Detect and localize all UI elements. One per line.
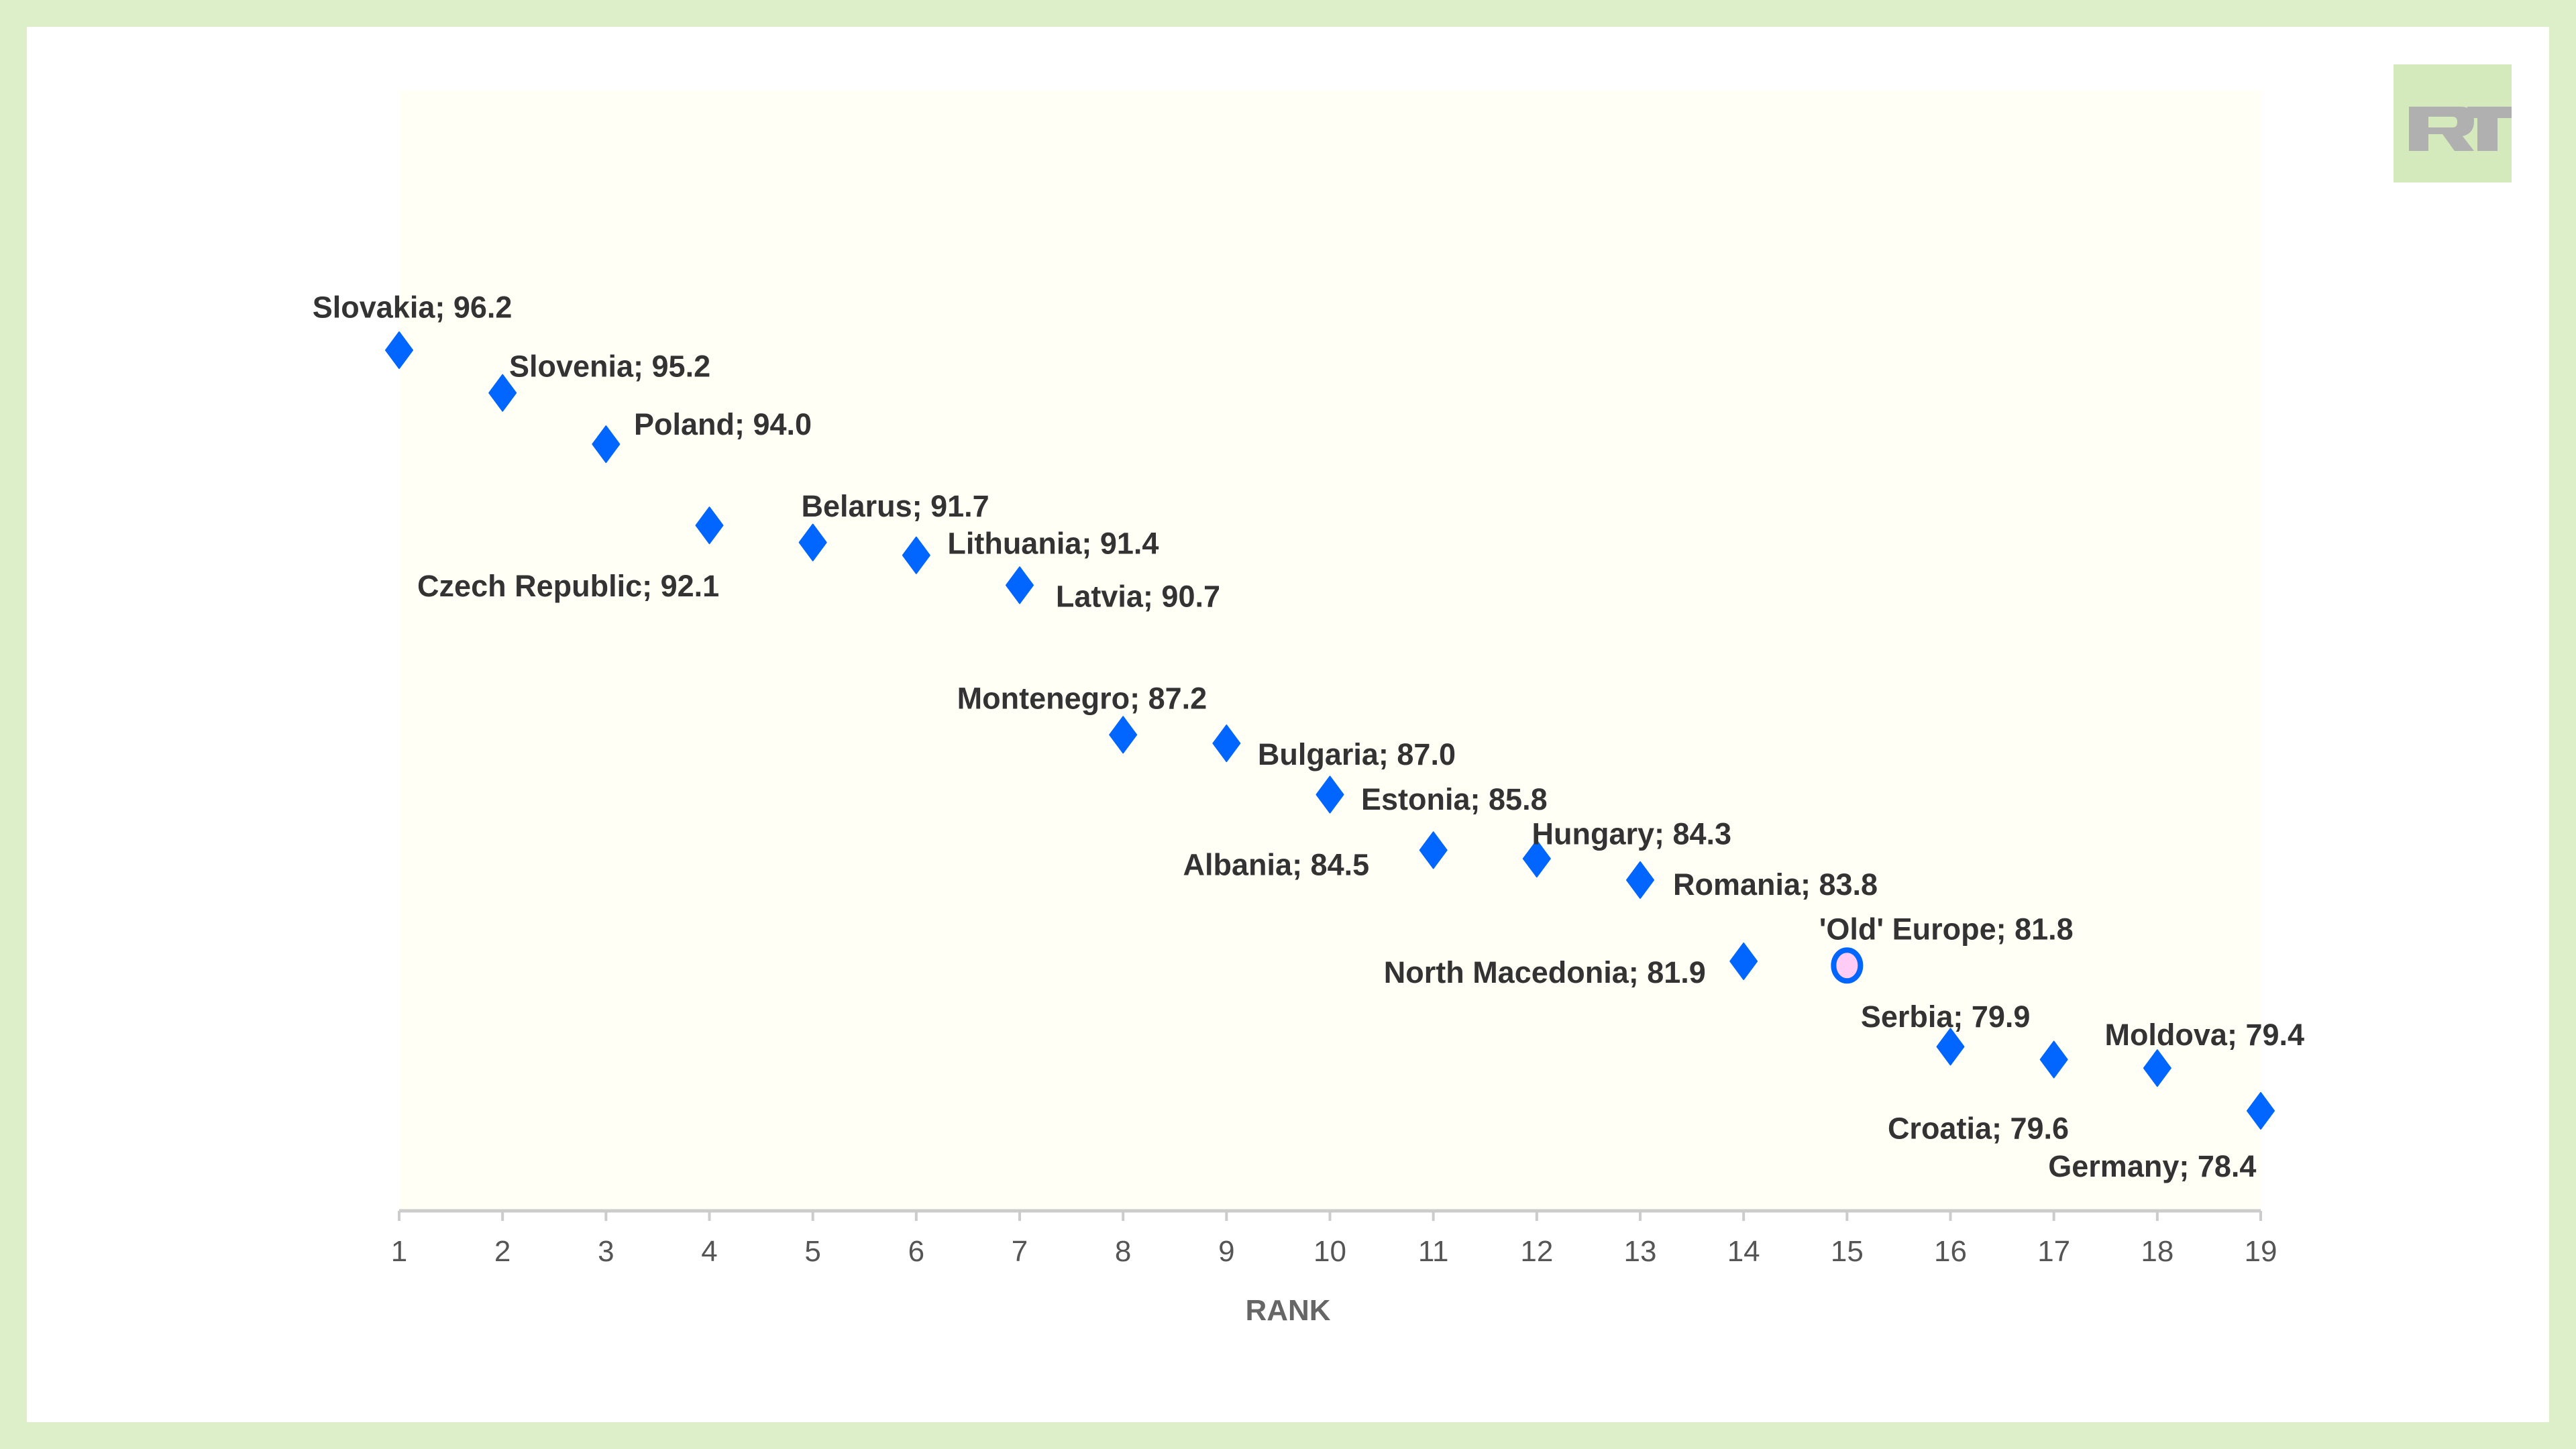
data-point-marker [1419, 831, 1448, 869]
data-label: Poland; 94.0 [634, 407, 812, 441]
x-tick-label: 5 [804, 1235, 820, 1268]
x-tick-label: 18 [2141, 1235, 2174, 1268]
data-label: Lithuania; 91.4 [947, 527, 1159, 561]
data-label: 'Old' Europe; 81.8 [1819, 912, 2074, 946]
data-point-marker [592, 425, 621, 464]
x-tick-label: 10 [1313, 1235, 1346, 1268]
data-point-marker [1522, 840, 1551, 878]
x-tick-label: 1 [391, 1235, 407, 1268]
data-label: Romania; 83.8 [1673, 867, 1878, 902]
data-label: Slovakia; 96.2 [313, 290, 513, 324]
x-tick-label: 17 [2037, 1235, 2070, 1268]
data-label: Croatia; 79.6 [1888, 1111, 2069, 1145]
x-tick-label: 8 [1115, 1235, 1131, 1268]
x-tick-label: 14 [1727, 1235, 1760, 1268]
data-label: Serbia; 79.9 [1861, 1000, 2031, 1034]
x-tick-label: 13 [1624, 1235, 1657, 1268]
data-point-marker [385, 331, 413, 369]
data-point-marker [902, 536, 930, 574]
x-axis-title: RANK [1245, 1294, 1330, 1327]
data-label: Belarus; 91.7 [802, 489, 989, 523]
highlight-point-marker [1831, 947, 1864, 984]
x-tick-label: 3 [598, 1235, 614, 1268]
data-label: Germany; 78.4 [2048, 1149, 2256, 1183]
data-point-marker [695, 506, 724, 545]
data-label: Czech Republic; 92.1 [417, 569, 719, 603]
x-tick-label: 4 [701, 1235, 717, 1268]
data-point-marker [1936, 1028, 1965, 1066]
x-tick-label: 6 [908, 1235, 924, 1268]
data-label: Montenegro; 87.2 [957, 681, 1208, 715]
data-point-marker [1212, 724, 1241, 763]
x-tick-label: 12 [1520, 1235, 1553, 1268]
data-point-marker [1626, 861, 1654, 899]
x-tick-label: 9 [1218, 1235, 1234, 1268]
data-point-marker [488, 374, 517, 412]
data-point-marker [2039, 1040, 2068, 1079]
rt-logo-mark [2409, 107, 2512, 151]
data-point-marker [1006, 566, 1034, 604]
data-label: Albania; 84.5 [1183, 847, 1370, 881]
data-point-marker [2247, 1091, 2275, 1130]
data-label: Hungary; 84.3 [1532, 816, 1731, 851]
data-point-marker [1109, 716, 1138, 754]
x-tick-label: 16 [1934, 1235, 1967, 1268]
data-label: Moldova; 79.4 [2104, 1018, 2304, 1052]
data-label: Estonia; 85.8 [1361, 782, 1548, 816]
data-point-marker [798, 523, 827, 561]
x-tick-label: 19 [2245, 1235, 2277, 1268]
rt-logo [2394, 64, 2512, 182]
x-tick-label: 15 [1831, 1235, 1864, 1268]
data-label: Slovenia; 95.2 [509, 350, 710, 384]
data-label: Bulgaria; 87.0 [1258, 737, 1456, 771]
data-point-marker [2143, 1049, 2171, 1087]
x-tick-label: 7 [1012, 1235, 1028, 1268]
data-label: Latvia; 90.7 [1056, 579, 1220, 613]
data-label: North Macedonia; 81.9 [1384, 955, 1706, 989]
x-tick-label: 11 [1418, 1235, 1449, 1268]
data-point-marker [1729, 942, 1758, 980]
x-tick-label: 2 [494, 1235, 511, 1268]
data-point-marker [1316, 775, 1344, 814]
plot-area [399, 91, 2261, 1211]
